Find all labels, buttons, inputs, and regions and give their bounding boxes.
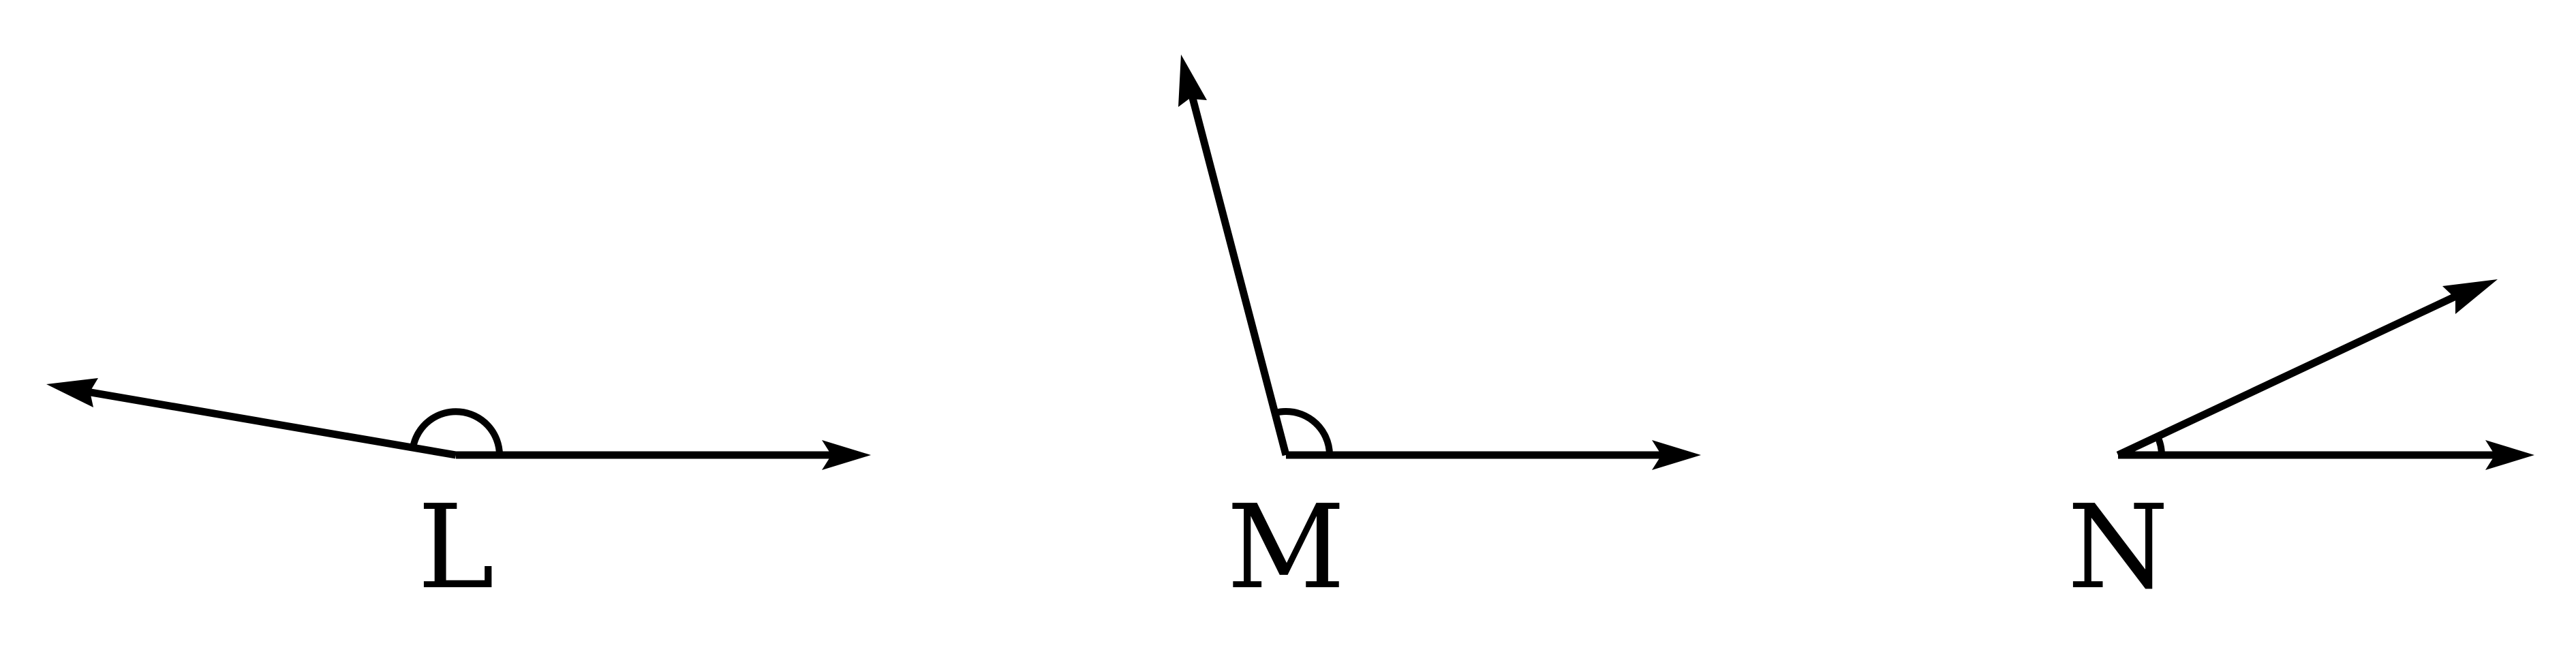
angle-m-arrowhead-side <box>1178 54 1207 107</box>
angle-m-arrowhead-base <box>1652 440 1701 470</box>
angle-m-arc <box>1274 408 1333 456</box>
angle-m: M <box>1178 54 1701 615</box>
angle-n-ray-side <box>2116 290 2465 458</box>
angle-l-ray-side <box>74 386 457 459</box>
angle-n-label: N <box>2068 480 2169 615</box>
angle-l-label: L <box>418 480 495 615</box>
angle-n-arrowhead-base <box>2485 440 2534 470</box>
angle-l-arrowhead-base <box>822 440 871 470</box>
angle-n-arrowhead-side <box>2442 279 2498 314</box>
angle-m-label: M <box>1227 480 1345 615</box>
angle-n-arc <box>2154 435 2165 456</box>
angle-n: N <box>2068 279 2534 615</box>
angle-l-arc <box>410 408 503 456</box>
angle-m-ray-side <box>1188 94 1290 456</box>
angle-l: L <box>46 378 871 615</box>
angle-l-arrowhead-side <box>46 378 98 407</box>
